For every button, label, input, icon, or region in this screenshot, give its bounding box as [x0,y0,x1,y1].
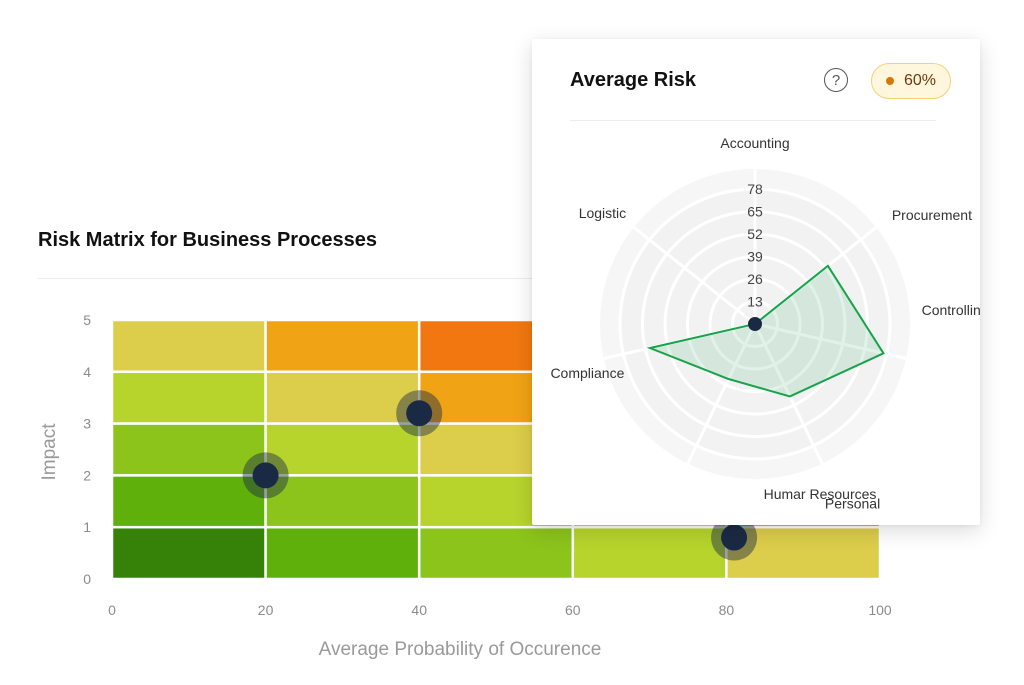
matrix-cell [725,525,882,581]
y-tick-label: 2 [83,467,91,483]
risk-point[interactable] [242,452,289,499]
matrix-cell [110,422,267,477]
radar-axis-label: Procurement [892,207,972,223]
radar-axis-label: Accounting [720,135,789,151]
question-circle-icon[interactable]: ? [824,68,848,92]
badge-dot-icon [885,77,894,85]
y-tick-label: 1 [83,519,91,535]
radar-axis-label: Controlling [922,302,980,318]
matrix-cell [264,474,421,529]
radar-title: Average Risk [570,69,696,91]
x-tick-label: 20 [258,602,274,618]
radar-axis-label: Logistic [579,205,626,221]
radar-divider [570,120,936,121]
x-tick-label: 80 [719,602,735,618]
matrix-cell [264,318,421,374]
matrix-title: Risk Matrix for Business Processes [38,229,378,251]
radar-ring-label: 52 [747,226,763,242]
radar-spoke [754,322,907,360]
matrix-cell [110,474,267,529]
matrix-cell [110,370,267,425]
y-tick-label: 3 [83,416,91,432]
x-tick-label: 60 [565,602,581,618]
matrix-cell [110,525,267,581]
radar-axis-label: Compliance [550,365,624,381]
y-tick-label: 5 [83,312,91,328]
x-tick-label: 0 [108,602,116,618]
y-tick-label: 4 [83,364,91,380]
badge-value: 60% [903,72,937,89]
radar-spoke [753,323,824,465]
x-tick-label: 100 [868,602,892,618]
matrix-cell [110,318,267,374]
x-axis-title: Average Probability of Occurence [319,639,602,660]
radar-center-point [748,317,762,331]
x-tick-label: 40 [411,602,427,618]
risk-point[interactable] [396,390,443,437]
radar-ring-label: 39 [747,249,763,265]
radar-spoke [632,226,756,326]
matrix-divider [38,278,928,279]
matrix-cell [264,422,421,477]
matrix-cell [264,370,421,425]
radar-series-polygon [646,264,885,398]
radar-axis-label: Personal [825,496,880,512]
matrix-cell [571,525,728,581]
matrix-cell [417,525,575,581]
matrix-cell [264,525,421,581]
risk-point[interactable] [711,514,758,561]
y-axis-title: Impact [39,423,60,481]
radar-chart: 13 26 39 52 65 78 Accounting Procurement Control… [550,135,980,512]
radar-ring-label: 65 [747,204,763,220]
radar-ring-label: 26 [747,271,763,287]
radar-ring-label: 13 [747,294,763,310]
risk-badge: 60% [871,63,951,99]
radar-spoke [686,323,757,465]
average-risk-card: Average Risk ? 60% 13 26 39 52 65 78 Accountin… [532,39,980,525]
radar-ring-label: 78 [747,181,763,197]
y-tick-label: 0 [83,571,91,587]
radar-axis-label: Humar Resources [764,486,877,502]
